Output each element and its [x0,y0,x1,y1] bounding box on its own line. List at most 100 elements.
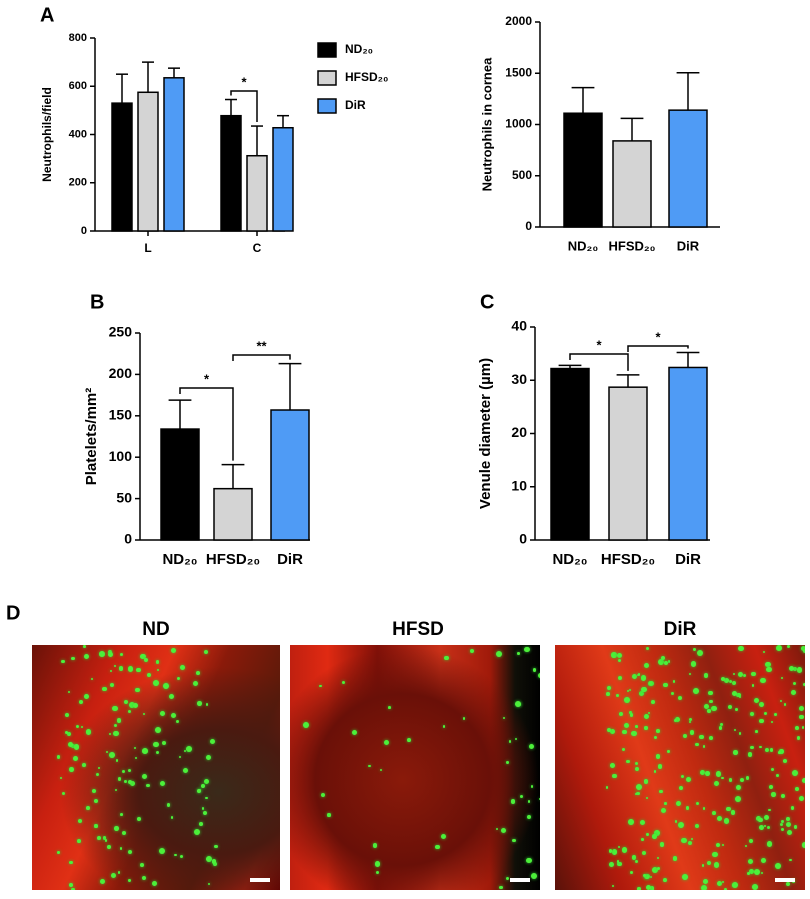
cell-dot [802,682,805,687]
cell-dot [67,732,72,737]
cell-dot [73,756,79,761]
cell-dot [790,690,796,695]
cell-dot [302,722,309,729]
cell-dot [530,872,537,879]
cell-dot [114,826,120,831]
significance-bracket [569,353,629,371]
micrograph [555,645,805,890]
cell-dot [646,646,650,650]
cell-dot [718,726,723,730]
cell-dot [205,755,211,761]
cell-dot [675,716,681,722]
cell-dot [781,819,785,823]
cell-dot [768,785,773,790]
cell-dot [85,729,91,735]
cell-dot [206,855,213,862]
cell-dot [755,730,758,733]
cell-dot [792,666,798,672]
cell-dot [751,671,756,677]
cell-dot [631,854,637,860]
y-tick-label: 400 [69,128,87,140]
cell-dot [734,708,738,712]
significance-label: * [655,329,661,344]
cell-dot [616,860,620,863]
cell-dot [526,857,532,864]
cell-dot [712,851,718,858]
cell-dot [141,876,147,881]
cell-dot [728,679,732,683]
cell-dot [342,681,345,685]
cell-dot [758,817,763,823]
cell-dot [520,794,524,798]
cell-dot [645,874,650,879]
cell-dot [113,723,117,727]
cell-dot [108,732,112,735]
cell-dot [94,824,98,828]
cell-dot [688,673,692,676]
y-tick-label: 200 [109,365,133,381]
bar [111,102,133,232]
cell-dot [681,837,687,843]
cell-dot [721,677,726,682]
bar [163,77,185,232]
cell-dot [155,726,161,733]
cell-dot [723,678,729,684]
cell-dot [629,871,633,874]
cell-dot [798,796,804,802]
cell-dot [764,814,770,820]
cell-dot [793,824,798,829]
cell-dot [773,713,777,717]
x-tick-label: ND₂₀ [162,551,197,568]
cell-dot [618,659,622,663]
cell-dot [689,730,695,735]
cell-dot [508,739,512,743]
cell-dot [716,816,722,822]
cell-dot [537,673,540,679]
image-title: DiR [664,619,697,640]
cell-dot [65,713,70,718]
cell-dot [124,700,129,705]
cell-dot [711,705,717,712]
cell-dot [732,691,738,697]
cell-dot [121,769,125,773]
cell-dot [778,750,781,754]
cell-dot [76,839,81,844]
cell-dot [186,745,192,752]
cell-dot [771,792,776,797]
cell-dot [781,676,784,679]
cell-dot [664,802,667,805]
cell-dot [606,686,611,691]
cell-dot [660,656,665,661]
cell-dot [127,850,132,855]
bar [137,91,159,232]
cell-dot [744,845,747,848]
cell-dot [61,792,65,796]
x-tick-label: DiR [677,238,700,253]
scale-bar [250,878,270,882]
cell-dot [180,665,186,671]
cell-dot [102,686,107,692]
cell-dot [76,724,80,728]
cell-dot [654,829,661,836]
cell-dot [738,695,741,699]
cell-dot [143,713,146,716]
bar [668,366,708,541]
cell-dot [647,711,650,714]
cell-dot [196,671,201,676]
legend-label: DiR [345,98,366,112]
cell-dot [795,787,800,792]
cell-dot [786,821,792,827]
bar [563,112,603,228]
cell-dot [617,845,621,849]
cell-dot [127,709,132,714]
cell-dot [667,750,670,753]
cell-dot [674,820,677,823]
cell-dot [713,780,720,787]
x-tick-label: C [253,241,262,255]
cell-dot [616,861,622,867]
cell-dot [625,759,630,764]
cell-dot [726,806,731,812]
y-tick-label: 100 [109,448,133,464]
y-tick-label: 150 [109,407,133,423]
